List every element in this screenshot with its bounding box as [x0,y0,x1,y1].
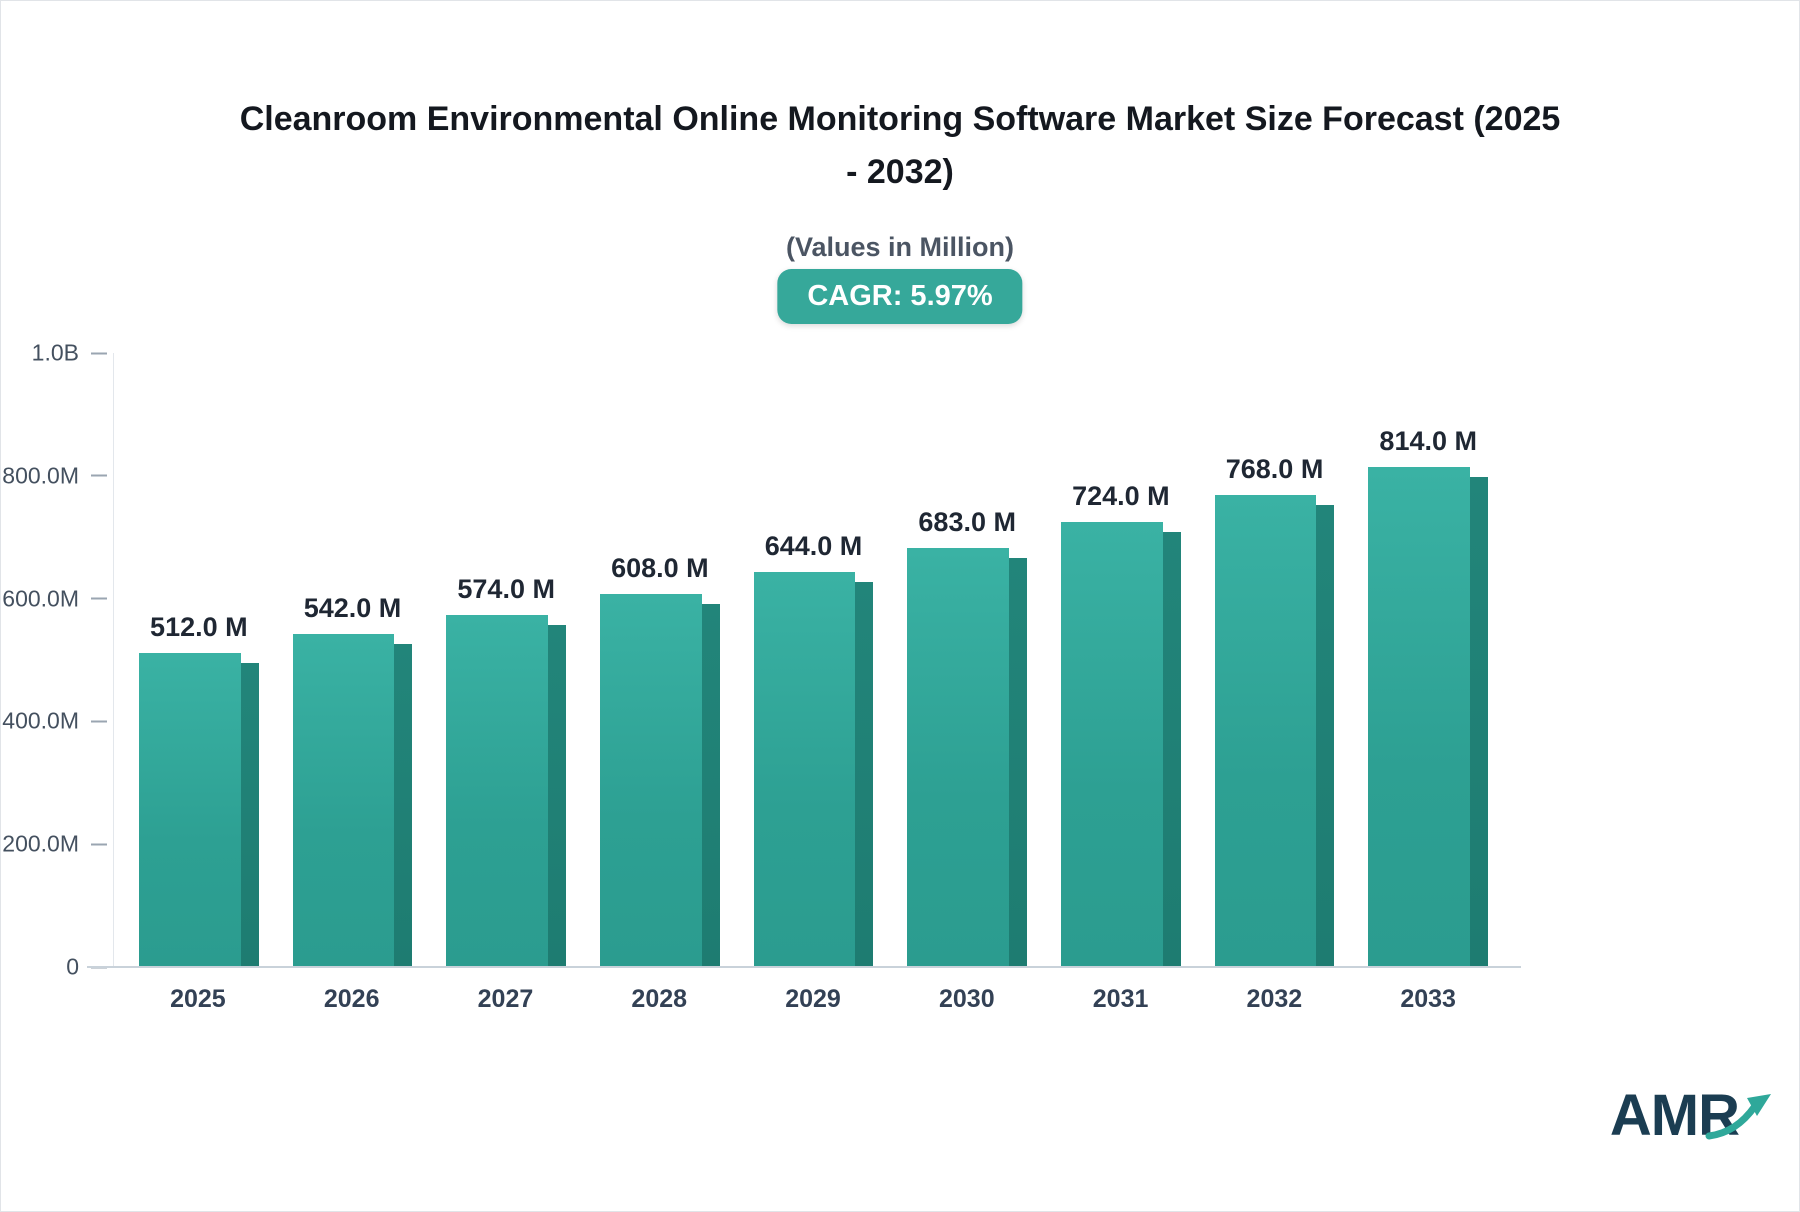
bar-value-label: 814.0 M [1379,426,1477,457]
bar-slot: 542.0 M [276,353,430,967]
bar-side-face [394,644,413,967]
y-tick: 1.0B [32,340,107,367]
bar-front-face [138,652,241,967]
bar [292,634,413,967]
y-tick-mark [91,474,107,477]
bar-value-label: 683.0 M [918,506,1016,537]
y-tick-label: 600.0M [2,585,79,612]
bar [1060,522,1181,967]
y-tick-mark [91,720,107,723]
bar-value-label: 724.0 M [1072,481,1170,512]
bar-slot: 512.0 M [122,353,276,967]
y-tick-label: 200.0M [2,830,79,857]
bar-side-face [1470,477,1489,967]
bar-value-label: 512.0 M [150,611,248,642]
y-tick-label: 400.0M [2,707,79,734]
bar-side-face [701,603,720,967]
growth-arrow-icon [1705,1094,1771,1140]
bar-side-face [1162,532,1181,967]
bar [599,593,720,967]
bar [907,547,1028,967]
chart-title: Cleanroom Environmental Online Monitorin… [239,100,1561,191]
x-axis-label: 2030 [938,985,995,1013]
x-axis-label: 2032 [1246,985,1303,1013]
y-tick: 400.0M [2,708,107,735]
chart-subtitle: (Values in Million) [785,232,1015,262]
y-tick-label: 1.0B [31,339,79,366]
y-tick: 200.0M [2,831,107,858]
bar [1214,495,1335,967]
x-axis-label: 2027 [477,985,534,1013]
bar-front-face [1368,467,1471,967]
y-tick-mark [91,843,107,846]
y-axis: 1.0B 800.0M 600.0M 400.0M 200.0M 0 [1,340,107,980]
bar-slot: 644.0 M [737,353,891,967]
y-tick-mark [91,597,107,600]
bar-side-face [1316,505,1335,967]
bar-value-label: 768.0 M [1225,454,1324,485]
bars: 512.0 M 542.0 M 574.0 M 608.0 M 644.0 M 683.0… [114,353,1513,967]
x-axis-line [87,966,1521,968]
bar-slot: 683.0 M [890,353,1044,967]
bar-side-face [1009,557,1028,967]
bar-front-face [292,634,395,967]
y-tick-label: 0 [66,953,79,980]
bar-front-face [1060,522,1163,967]
bar-side-face [855,581,874,967]
bar-front-face [446,614,549,967]
y-tick-label: 800.0M [2,462,79,489]
plot-area: 512.0 M 542.0 M 574.0 M 608.0 M 644.0 M 683.0… [113,353,1513,967]
x-axis-labels: 2025 2026 2027 2028 2029 2030 2031 2032 2033 [113,985,1513,1014]
bar-value-label: 574.0 M [457,573,555,604]
bar-value-label: 644.0 M [764,530,863,561]
x-axis-label: 2031 [1092,985,1149,1013]
y-tick: 800.0M [2,462,107,489]
y-tick-mark [91,352,107,354]
x-axis-label: 2033 [1400,985,1456,1013]
bar [753,571,874,967]
y-tick: 600.0M [2,585,107,612]
bar-slot: 608.0 M [583,353,737,967]
bar-slot: 814.0 M [1351,353,1505,967]
bar-front-face [1214,495,1317,967]
x-axis-label: 2026 [323,985,380,1013]
x-axis-label: 2025 [170,985,226,1013]
cagr-badge: CAGR: 5.97% [777,269,1023,324]
amr-logo: AMR [1610,1087,1773,1145]
bar-value-label: 608.0 M [611,552,709,583]
bar-slot: 768.0 M [1198,353,1352,967]
bar [138,652,259,967]
x-axis-label: 2028 [631,985,688,1013]
bar-side-face [240,662,259,967]
bar-front-face [907,547,1010,967]
bar [446,614,567,967]
bar-side-face [548,624,567,967]
bar-slot: 574.0 M [429,353,583,967]
x-axis-label: 2029 [785,985,841,1013]
bar [1368,467,1489,967]
bar-front-face [599,593,702,967]
bar-front-face [753,571,856,967]
bar-slot: 724.0 M [1044,353,1198,967]
bar-value-label: 542.0 M [303,593,402,624]
